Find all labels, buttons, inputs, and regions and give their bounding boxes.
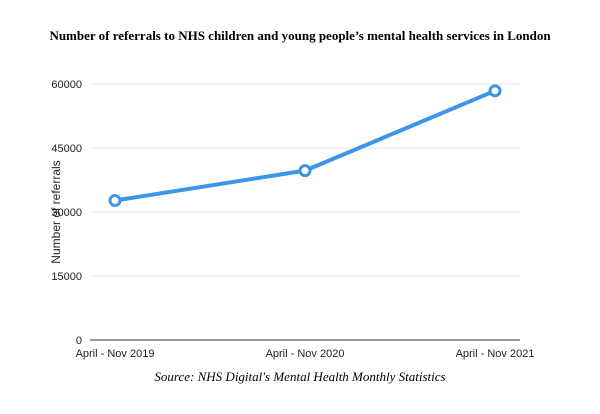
data-point: [298, 164, 312, 178]
y-axis-label: Number of referrals: [49, 160, 63, 263]
y-tick-label: 60000: [51, 79, 82, 91]
data-point: [108, 193, 122, 207]
y-tick-label: 0: [76, 335, 82, 347]
y-tick-label: 15000: [51, 271, 82, 283]
data-point: [488, 84, 502, 98]
series-line: [113, 88, 497, 203]
gridlines: [90, 83, 520, 277]
chart-title: Number of referrals to NHS children and …: [49, 28, 551, 43]
x-tick-labels: April - Nov 2019 April - Nov 2020 April - …: [76, 348, 535, 360]
x-tick-label: April - Nov 2021: [456, 348, 535, 360]
x-tick-label: April - Nov 2019: [76, 348, 155, 360]
source-note: Source: NHS Digital's Mental Health Mont…: [154, 369, 445, 384]
y-tick-labels: 0 15000 30000 45000 60000: [51, 79, 82, 347]
y-tick-label: 30000: [51, 207, 82, 219]
series-layer: [108, 84, 502, 207]
y-tick-label: 45000: [51, 143, 82, 155]
x-tick-label: April - Nov 2020: [266, 348, 345, 360]
